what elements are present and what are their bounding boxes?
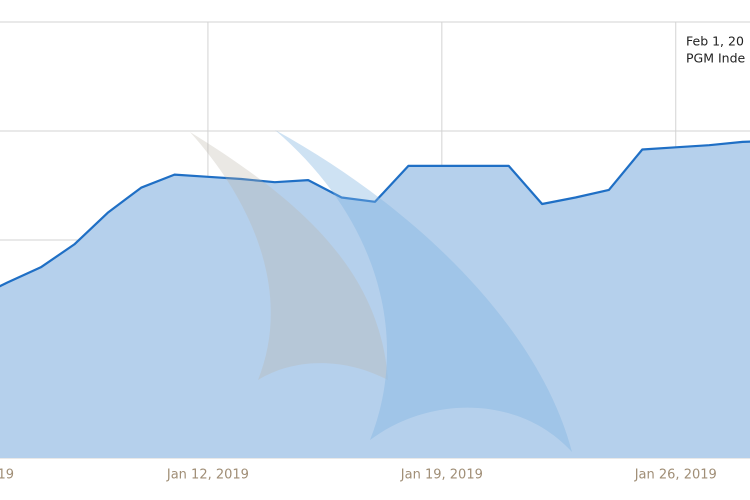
tooltip-text: Feb 1, 20 bbox=[686, 34, 744, 49]
tooltip: Feb 1, 20 PGM Inde bbox=[686, 34, 746, 66]
x-tick-label: Jan 19, 2019 bbox=[400, 468, 483, 483]
line bbox=[0, 140, 750, 288]
x-tick-label: Jan 26, 2019 bbox=[634, 468, 717, 483]
area bbox=[0, 141, 750, 458]
x-tick-label: Jan 12, 2019 bbox=[166, 468, 249, 483]
tooltip-text: PGM Inde bbox=[686, 51, 746, 66]
plot bbox=[0, 140, 750, 458]
watermark bbox=[190, 130, 572, 452]
watermark-sail bbox=[275, 130, 572, 452]
x-tick-label: 19 bbox=[0, 468, 14, 483]
labels: 19 Jan 12, 2019 Jan 19, 2019 Jan 26, 2019 bbox=[0, 468, 717, 483]
watermark-sail bbox=[190, 132, 388, 380]
